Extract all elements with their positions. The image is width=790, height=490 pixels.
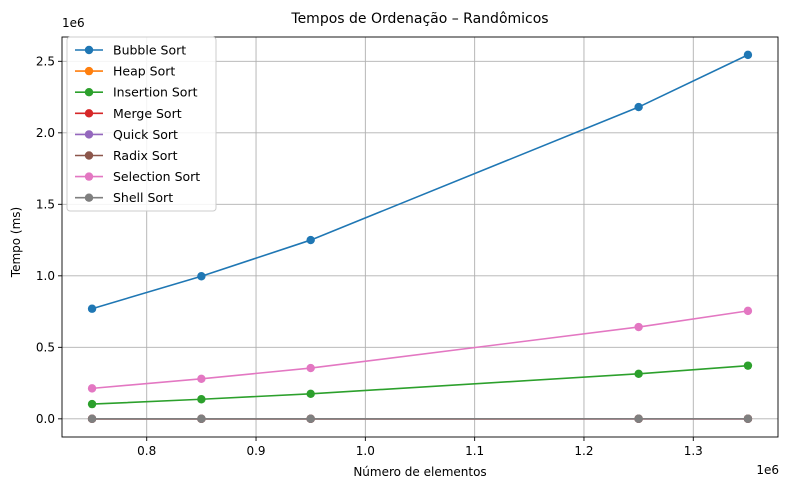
data-point-selection-sort <box>306 363 315 373</box>
series-bubble-sort <box>87 50 753 313</box>
y-scale-label: 1e6 <box>62 16 85 30</box>
y-tick-label: 0.5 <box>36 340 55 354</box>
data-point-selection-sort <box>634 322 643 332</box>
x-scale-label: 1e6 <box>756 463 779 477</box>
legend-marker <box>84 193 94 202</box>
y-tick-label: 1.0 <box>36 269 55 283</box>
data-point-shell-sort <box>743 414 753 423</box>
data-point-selection-sort <box>197 374 206 383</box>
y-tick-label: 1.5 <box>36 197 55 211</box>
chart-title: Tempos de Ordenação – Randômicos <box>290 11 548 27</box>
legend-label: Merge Sort <box>113 106 182 121</box>
x-axis-label: Número de elementos <box>353 465 486 479</box>
series-insertion-sort <box>87 361 753 409</box>
series-group <box>87 50 753 424</box>
legend-item-shell-sort: Shell Sort <box>75 190 173 205</box>
data-point-shell-sort <box>87 414 97 423</box>
x-tick-label: 1.0 <box>356 444 375 458</box>
x-tick-label: 0.8 <box>137 444 156 458</box>
x-tick-label: 1.3 <box>684 444 703 458</box>
y-tick-label: 0.0 <box>36 412 55 426</box>
x-tick-label: 1.1 <box>465 444 484 458</box>
legend: Bubble Sort Heap Sort Insertion Sort Merge … <box>66 36 217 212</box>
legend-item-heap-sort: Heap Sort <box>75 64 175 79</box>
data-point-shell-sort <box>634 414 643 423</box>
x-tick-label: 0.9 <box>246 444 265 458</box>
legend-label: Insertion Sort <box>113 85 198 100</box>
data-point-bubble-sort <box>197 272 206 281</box>
series-selection-sort <box>87 306 753 393</box>
data-point-insertion-sort <box>306 389 315 399</box>
data-point-insertion-sort <box>87 399 97 409</box>
legend-item-merge-sort: Merge Sort <box>75 106 182 121</box>
data-point-shell-sort <box>306 414 315 423</box>
legend-item-radix-sort: Radix Sort <box>75 148 178 163</box>
y-tick-label: 2.5 <box>36 54 55 68</box>
data-point-selection-sort <box>87 384 97 393</box>
legend-marker <box>84 88 94 97</box>
legend-item-insertion-sort: Insertion Sort <box>75 85 198 100</box>
legend-marker <box>84 172 94 181</box>
series-shell-sort <box>87 414 753 423</box>
y-axis-label: Tempo (ms) <box>9 207 23 278</box>
legend-label: Quick Sort <box>113 127 178 142</box>
data-point-bubble-sort <box>634 102 643 112</box>
legend-marker <box>84 109 94 118</box>
data-point-bubble-sort <box>743 50 753 60</box>
data-point-bubble-sort <box>306 235 315 245</box>
y-tick-label: 2.0 <box>36 126 55 140</box>
data-point-insertion-sort <box>634 369 643 378</box>
legend-box <box>66 36 217 212</box>
legend-item-bubble-sort: Bubble Sort <box>75 43 186 58</box>
data-point-insertion-sort <box>743 361 753 370</box>
legend-item-quick-sort: Quick Sort <box>75 127 178 142</box>
legend-marker <box>84 151 94 160</box>
legend-label: Shell Sort <box>113 190 173 205</box>
axis-ticks: 0.8 0.9 1.0 1.1 1.2 1.3 0.0 0.5 1.0 1.5 2.0 2.5 <box>36 54 703 458</box>
legend-label: Bubble Sort <box>113 43 186 58</box>
data-point-shell-sort <box>197 414 206 423</box>
legend-item-selection-sort: Selection Sort <box>75 169 200 184</box>
data-point-bubble-sort <box>87 304 97 313</box>
legend-marker <box>84 130 94 139</box>
legend-label: Selection Sort <box>113 169 200 184</box>
legend-label: Heap Sort <box>113 64 175 79</box>
data-point-selection-sort <box>743 306 753 316</box>
x-tick-label: 1.2 <box>574 444 593 458</box>
legend-marker <box>84 45 94 55</box>
data-point-insertion-sort <box>197 395 206 404</box>
legend-label: Radix Sort <box>113 148 178 163</box>
plot-frame <box>61 36 779 438</box>
legend-marker <box>84 66 94 76</box>
